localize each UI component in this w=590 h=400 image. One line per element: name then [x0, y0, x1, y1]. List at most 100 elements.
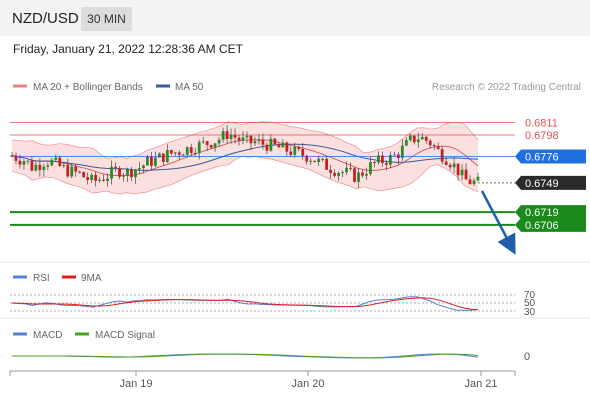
projection-arrow: [480, 190, 516, 255]
level-label-3: 0.6749: [525, 178, 559, 190]
level-tag-4: [515, 205, 586, 220]
candle-body: [165, 150, 169, 162]
ma20-line: [11, 139, 479, 176]
candle-body: [373, 162, 376, 164]
candle-body: [436, 145, 440, 150]
candle-body: [289, 151, 293, 155]
candle-body: [106, 178, 109, 181]
candle-body: [353, 168, 356, 182]
candle-body: [153, 157, 157, 166]
candle-body: [468, 179, 472, 185]
candle-body: [169, 150, 173, 154]
candle-body: [285, 142, 289, 152]
candle-body: [126, 169, 129, 176]
candle-body: [233, 134, 237, 138]
candle-body: [412, 135, 416, 143]
candle-body: [66, 165, 70, 177]
rsi-70-label: 70: [524, 290, 536, 301]
candle-body: [404, 140, 408, 146]
candle-body: [472, 180, 476, 185]
candle-body: [34, 164, 38, 171]
candle-body: [245, 135, 249, 138]
bb-legend-label: MA 20 + Bollinger Bands: [33, 82, 143, 93]
bollinger-upper-line: [11, 121, 479, 159]
candle-body: [365, 173, 368, 176]
macd-zero-label: 0: [524, 351, 530, 363]
candle-body: [277, 144, 281, 148]
chart-timestamp: Friday, January 21, 2022 12:28:36 AM CET: [13, 42, 243, 56]
candle-body: [408, 135, 412, 141]
candle-body: [50, 159, 54, 166]
rsi-50-label: 50: [524, 298, 536, 309]
candle-body: [189, 147, 193, 153]
candle-body: [357, 172, 360, 182]
candle-body: [157, 153, 161, 158]
candle-body: [452, 163, 456, 168]
candle-body: [197, 142, 201, 154]
candle-body: [293, 146, 297, 155]
candle-body: [305, 155, 309, 162]
candle-body: [38, 164, 42, 170]
candle-body: [301, 148, 305, 156]
candle-body: [22, 161, 26, 165]
timeframe-button[interactable]: 30 MIN: [81, 7, 132, 31]
candle-body: [217, 139, 221, 144]
candle-body: [213, 143, 217, 148]
candle-body: [341, 172, 344, 174]
candle-body: [54, 157, 58, 160]
candle-body: [249, 135, 253, 144]
candle-body: [142, 165, 145, 169]
candle-body: [42, 166, 46, 170]
candle-body: [349, 167, 352, 169]
bollinger-band-area: [12, 121, 478, 195]
candle-body: [460, 169, 464, 176]
candle-body: [237, 137, 241, 141]
candle-body: [110, 166, 113, 179]
rsi-ma-legend-label: 9MA: [81, 273, 102, 284]
candle-body: [396, 154, 400, 159]
macd-signal-legend-label: MACD Signal: [95, 330, 155, 341]
rsi-legend-label: RSI: [33, 273, 50, 284]
candle-body: [416, 139, 420, 143]
candle-body: [98, 179, 102, 181]
candle-body: [70, 166, 74, 177]
candle-body: [377, 155, 380, 163]
moving-average-layer: [11, 139, 479, 176]
candle-body: [317, 158, 321, 163]
candle-body: [420, 136, 424, 140]
candle-body: [321, 158, 325, 160]
candle-body: [297, 146, 301, 149]
candle-body: [58, 157, 62, 166]
candle-body: [10, 155, 14, 157]
candle-body: [221, 131, 225, 140]
candle-body: [114, 166, 117, 169]
candle-body: [150, 156, 153, 166]
ma50-legend-label: MA 50: [175, 82, 204, 93]
research-credit: Research © 2022 Trading Central: [432, 82, 581, 93]
candle-body: [134, 169, 137, 178]
candle-body: [181, 154, 185, 156]
candle-body: [82, 172, 86, 178]
candle-body: [90, 174, 94, 180]
candle-body: [102, 179, 106, 181]
candle-body: [309, 160, 313, 162]
candle-body: [205, 141, 209, 145]
candle-body: [388, 155, 392, 165]
candles-layer: [10, 125, 480, 189]
level-tag-2: [515, 149, 586, 164]
x-label-jan20: Jan 20: [291, 378, 324, 390]
candle-body: [130, 169, 133, 178]
candle-body: [118, 168, 121, 177]
rsi-ma-line: [11, 297, 479, 311]
candle-body: [432, 145, 436, 147]
rsi-30-label: 30: [524, 307, 536, 318]
x-label-jan21: Jan 21: [464, 378, 497, 390]
candle-body: [333, 172, 337, 176]
level-label-2: 0.6776: [525, 152, 559, 164]
candle-body: [369, 162, 372, 174]
macd-legend-label: MACD: [33, 330, 62, 341]
candle-body: [138, 168, 141, 170]
candle-body: [86, 177, 90, 180]
